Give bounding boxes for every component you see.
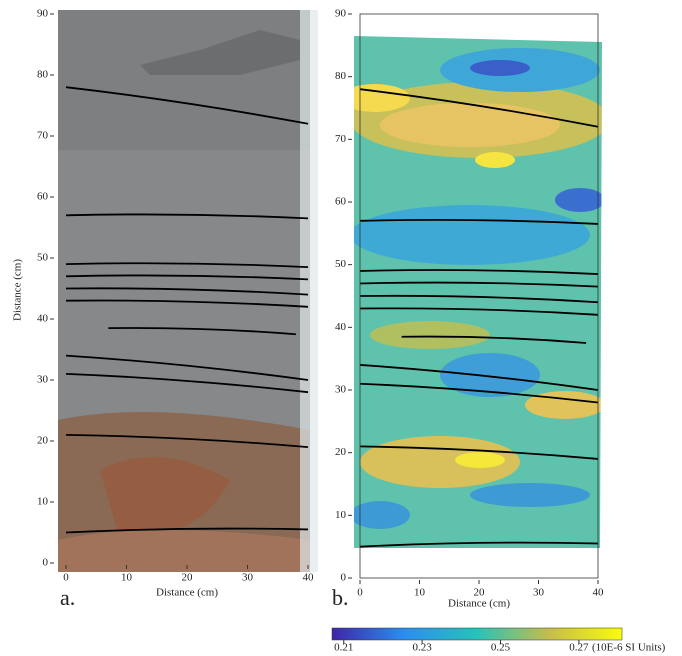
y-tick-label: 40 [335, 321, 347, 333]
x-tick-label: 40 [593, 587, 605, 599]
y-tick-label: 60 [37, 191, 49, 203]
y-tick-label: 10 [335, 509, 347, 521]
colorbar-tick-label: 0.21 [334, 642, 353, 654]
y-tick-label: 80 [335, 70, 347, 82]
x-axis-label: Distance (cm) [156, 587, 218, 599]
figure: 0 10 20 30 40 50 60 70 80 90 0 10 20 30 40 Distance (cm… [0, 0, 682, 656]
panel-label: a. [60, 585, 75, 610]
y-tick-label: 90 [37, 8, 49, 20]
y-tick-label: 60 [335, 196, 347, 208]
x-tick-label: 10 [121, 572, 133, 584]
y-tick-label: 70 [335, 133, 347, 145]
y-tick-label: 30 [37, 374, 49, 386]
y-tick-label: 50 [37, 252, 49, 264]
x-axis-label: Distance (cm) [448, 598, 510, 610]
x-tick-label: 0 [357, 587, 363, 599]
colorbar-label: (10E-6 SI Units) [592, 642, 666, 654]
page: {"chart_data": [ {"type": "photo", "pane… [0, 0, 682, 656]
colorbar-tick-label: 0.25 [491, 642, 511, 654]
y-tick-label: 10 [37, 496, 49, 508]
x-tick-label: 0 [63, 572, 69, 584]
panel-label: b. [332, 585, 349, 610]
contour-map [340, 30, 610, 550]
y-tick-label: 0 [43, 557, 49, 569]
y-tick-label: 90 [335, 8, 347, 20]
y-axis-label: Distance (cm) [12, 259, 24, 321]
x-tick-label: 40 [303, 572, 315, 584]
x-tick-label: 20 [182, 572, 194, 584]
x-tick-label: 10 [414, 587, 426, 599]
y-tick-label: 50 [335, 258, 347, 270]
y-tick-label: 40 [37, 313, 49, 325]
colorbar-tick-label: 0.27 [569, 642, 589, 654]
colorbar [332, 628, 622, 640]
y-tick-label: 70 [37, 130, 49, 142]
y-tick-label: 30 [335, 384, 347, 396]
y-tick-label: 80 [37, 69, 49, 81]
y-tick-label: 20 [37, 435, 49, 447]
x-tick-label: 30 [242, 572, 254, 584]
x-tick-label: 30 [533, 587, 545, 599]
colorbar-tick-label: 0.23 [413, 642, 433, 654]
photo [58, 10, 318, 572]
y-tick-label: 20 [335, 446, 347, 458]
y-tick-label: 0 [341, 572, 347, 584]
